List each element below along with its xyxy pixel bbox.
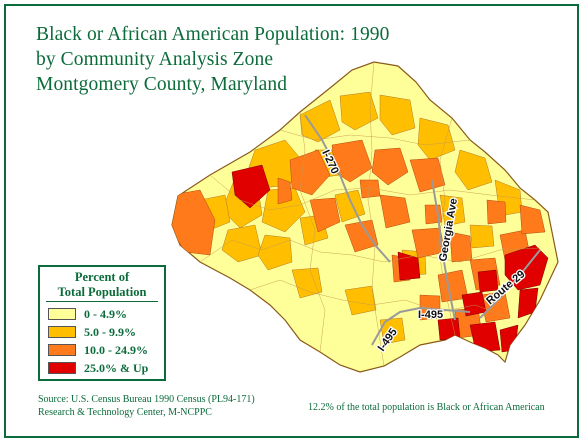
legend-swatch xyxy=(48,344,76,356)
population-note: 12.2% of the total population is Black o… xyxy=(308,402,545,413)
i495-road xyxy=(371,306,471,346)
title-line-2: by Community Analysis Zone xyxy=(36,49,274,70)
legend-swatch xyxy=(48,308,76,320)
legend-label: 10.0 - 24.9% xyxy=(84,343,148,357)
legend-label: 25.0% & Up xyxy=(84,361,149,375)
zones-5-to-10 xyxy=(199,91,523,345)
legend-title: Percent of Total Population xyxy=(40,270,164,300)
map-title: Black or African American Population: 19… xyxy=(36,22,390,97)
roads xyxy=(304,114,541,346)
legend-swatch xyxy=(48,326,76,338)
i495-east-label: I-495 xyxy=(418,309,443,321)
source-line-1: Source: U.S. Census Bureau 1990 Census (… xyxy=(38,394,255,405)
legend-label: 0 - 4.9% xyxy=(84,307,127,321)
title-line-1: Black or African American Population: 19… xyxy=(36,24,390,45)
legend-divider xyxy=(46,301,158,302)
legend-title-line-1: Percent of xyxy=(74,270,130,284)
legend-swatch xyxy=(48,362,76,374)
legend: Percent of Total Population 0 - 4.9% 5.0… xyxy=(38,265,166,381)
zones-10-to-25 xyxy=(172,139,546,339)
georgia-ave-road xyxy=(431,179,456,321)
route29-road xyxy=(479,249,541,319)
title-line-3: Montgomery County, Maryland xyxy=(36,74,288,95)
legend-title-line-2: Total Population xyxy=(57,285,147,299)
zone-lines xyxy=(199,62,541,367)
i270-road xyxy=(304,114,391,263)
source-credit: Source: U.S. Census Bureau 1990 Census (… xyxy=(38,394,255,419)
source-line-2: Research & Technology Center, M-NCPPC xyxy=(38,406,212,418)
legend-label: 5.0 - 9.9% xyxy=(84,325,136,339)
analysis-zones xyxy=(172,62,549,367)
